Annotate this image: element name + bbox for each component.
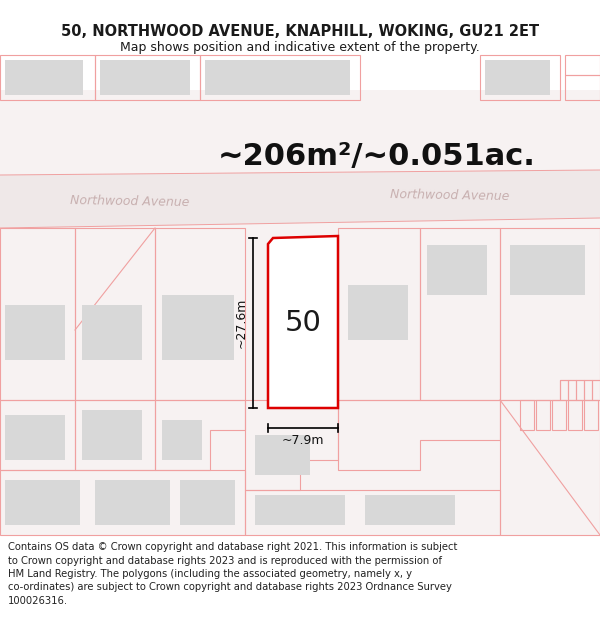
Text: Northwood Avenue: Northwood Avenue	[70, 194, 190, 209]
Text: co-ordinates) are subject to Crown copyright and database rights 2023 Ordnance S: co-ordinates) are subject to Crown copyr…	[8, 582, 452, 592]
Text: ~7.9m: ~7.9m	[282, 434, 324, 447]
Bar	[205, 60, 350, 95]
Bar	[180, 480, 235, 525]
Bar	[427, 245, 487, 295]
Bar	[82, 305, 142, 360]
Bar	[5, 305, 65, 360]
Text: Map shows position and indicative extent of the property.: Map shows position and indicative extent…	[120, 41, 480, 54]
Text: 100026316.: 100026316.	[8, 596, 68, 606]
Polygon shape	[268, 236, 338, 408]
Bar	[255, 435, 310, 475]
Bar	[5, 60, 83, 95]
Bar	[0, 0, 600, 90]
Text: Northwood Avenue: Northwood Avenue	[390, 189, 510, 204]
Text: 50: 50	[284, 309, 322, 337]
Text: Contains OS data © Crown copyright and database right 2021. This information is : Contains OS data © Crown copyright and d…	[8, 542, 457, 552]
Bar	[348, 285, 408, 340]
Bar	[162, 295, 234, 360]
Text: 50, NORTHWOOD AVENUE, KNAPHILL, WOKING, GU21 2ET: 50, NORTHWOOD AVENUE, KNAPHILL, WOKING, …	[61, 24, 539, 39]
Bar	[0, 90, 600, 535]
Bar	[365, 495, 455, 525]
Bar	[162, 420, 202, 460]
Bar	[100, 60, 190, 95]
Bar	[95, 480, 170, 525]
Bar	[82, 410, 142, 460]
Bar	[5, 415, 65, 460]
Bar	[255, 495, 345, 525]
Bar	[5, 480, 80, 525]
Text: ~206m²/~0.051ac.: ~206m²/~0.051ac.	[218, 142, 536, 171]
Bar	[0, 535, 600, 625]
Text: HM Land Registry. The polygons (including the associated geometry, namely x, y: HM Land Registry. The polygons (includin…	[8, 569, 412, 579]
Bar	[510, 245, 585, 295]
Text: ~27.6m: ~27.6m	[235, 298, 248, 348]
Polygon shape	[0, 170, 600, 228]
Text: to Crown copyright and database rights 2023 and is reproduced with the permissio: to Crown copyright and database rights 2…	[8, 556, 442, 566]
Bar	[485, 60, 550, 95]
